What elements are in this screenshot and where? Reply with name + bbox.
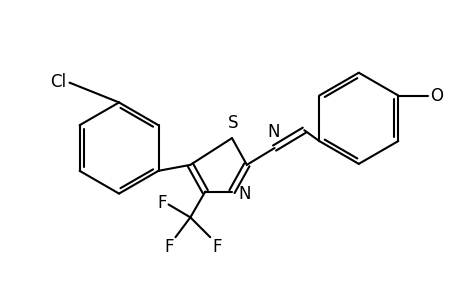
Text: F: F [157,194,166,212]
Text: Cl: Cl [50,73,67,91]
Text: F: F [164,238,173,256]
Text: N: N [267,123,279,141]
Text: O: O [429,86,442,104]
Text: F: F [212,238,221,256]
Text: N: N [237,184,250,202]
Text: S: S [227,114,238,132]
